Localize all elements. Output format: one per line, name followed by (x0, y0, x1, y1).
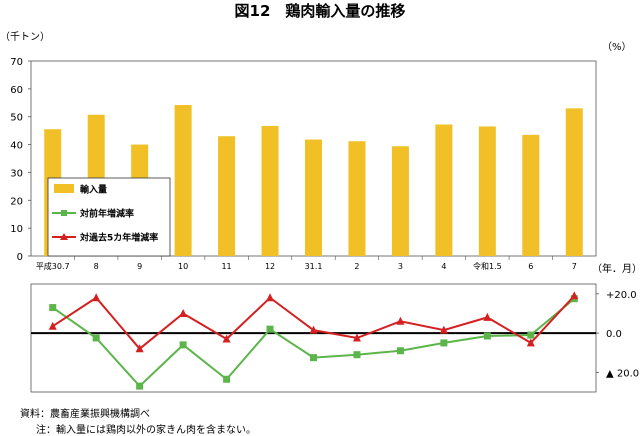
bar-series (44, 105, 583, 257)
legend-label: 対前年増減率 (79, 208, 134, 220)
legend-label: 輸入量 (80, 184, 107, 196)
left-axis-unit: （千トン） (0, 31, 50, 43)
five-year-point (179, 308, 188, 317)
x-tick-label: 6 (528, 262, 533, 271)
source-note: 資料：農畜産業振興機構調べ (20, 409, 150, 420)
line-series (31, 291, 596, 390)
yoy-point (396, 347, 404, 355)
five-year-point (222, 334, 231, 343)
five-year-point (396, 316, 405, 325)
bar (305, 139, 322, 256)
y-tick-label: 20 (10, 196, 23, 207)
legend-swatch-bar (54, 184, 74, 193)
five-year-point (92, 293, 101, 302)
five-year-point (570, 291, 579, 300)
x-tick-label: 平成30.7 (36, 261, 70, 271)
yoy-line (52, 297, 575, 388)
five-year-point (483, 312, 492, 321)
x-tick-label: 2 (354, 262, 359, 271)
bar (565, 108, 583, 256)
y-tick-label: 50 (10, 113, 23, 124)
five-year-point (439, 325, 448, 334)
y-tick-label: 10 (10, 224, 23, 235)
yoy-point (179, 341, 187, 349)
yoy-point (483, 332, 491, 340)
x-tick-label: 7 (572, 262, 577, 271)
yoy-point (223, 375, 231, 383)
five-year-point (266, 293, 275, 302)
y-tick-label: 70 (10, 57, 23, 68)
line-plot-border (30, 283, 597, 393)
y2-tick-label: 0.0 (606, 329, 622, 340)
yoy-point (527, 331, 535, 339)
y-tick-label: 40 (10, 141, 23, 152)
legend-marker-square (61, 210, 67, 216)
y-tick-label: 30 (10, 168, 23, 179)
x-tick-label: 令和1.5 (473, 261, 502, 271)
x-tick-label: 11 (221, 262, 231, 271)
yoy-point (92, 334, 100, 342)
five-year-point (135, 344, 144, 353)
bar (522, 134, 540, 256)
line-plot-frame (30, 283, 597, 393)
right-axis-unit: （%） (602, 41, 632, 53)
bar (478, 126, 496, 256)
x-tick-label: 8 (94, 262, 99, 271)
legend-label: 対過去5カ年増減率 (79, 232, 158, 244)
yoy-point (136, 382, 144, 390)
x-tick-label: 31.1 (305, 262, 323, 271)
bar (174, 105, 192, 256)
bar (261, 125, 279, 257)
five-year-line (52, 295, 576, 351)
yoy-point (266, 325, 274, 333)
five-year-point (526, 338, 535, 347)
bar (435, 124, 453, 256)
five-year-point (309, 325, 318, 334)
yoy-point (353, 351, 361, 359)
x-tick-label: 10 (178, 262, 188, 271)
five-year-point (48, 321, 57, 330)
x-tick-label: 4 (441, 262, 446, 271)
yoy-point (310, 354, 317, 362)
yoy-point (440, 339, 448, 347)
legend-marker-triangle (60, 233, 68, 240)
y2-tick-label: +20.0 (606, 290, 637, 301)
x-axis-unit: （年．月） (592, 262, 640, 275)
x-tick-label: 12 (265, 262, 275, 271)
bar (391, 146, 409, 256)
y-tick-label: 0 (17, 252, 23, 263)
x-tick-label: 9 (137, 262, 142, 271)
yoy-point (49, 304, 57, 312)
chart-title: 図12 鶏肉輸入量の推移 (235, 2, 406, 20)
axes: 0 10 20 30 40 50 60 70 平成30.7 8 9 10 11 12 31.1 2 3 4 令和1.… (10, 57, 639, 379)
x-tick-label: 3 (398, 262, 403, 271)
y-tick-label: 60 (10, 85, 23, 96)
five-year-point (352, 333, 361, 342)
y2-tick-label: ▲ 20.0 (606, 368, 639, 379)
bar (218, 136, 236, 256)
footnote: 注：輸入量には鶏肉以外の家きん肉を含まない。 (36, 425, 256, 436)
bar (348, 141, 366, 256)
